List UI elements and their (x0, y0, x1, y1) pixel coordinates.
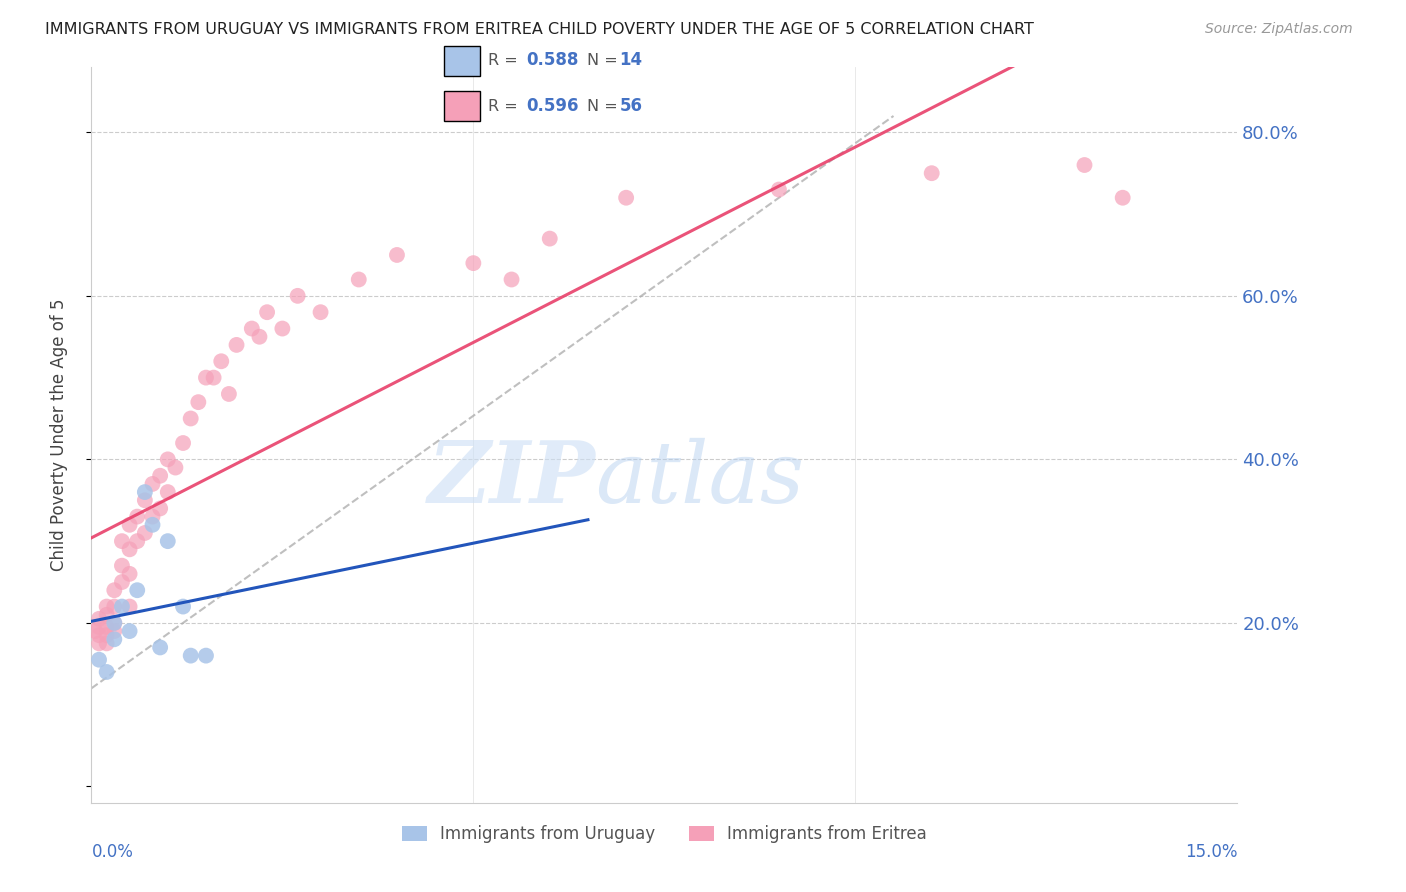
Point (194, 648, 217, 663)
Point (118, 517, 141, 532)
Text: ZIP: ZIP (427, 437, 596, 521)
Text: R =: R = (488, 99, 523, 113)
Point (87, 636, 110, 650)
Point (347, 272, 370, 286)
Text: N =: N = (586, 53, 623, 68)
Point (96, 628, 118, 642)
Point (172, 599, 194, 614)
Text: 56: 56 (620, 97, 643, 115)
Point (134, 525, 156, 540)
Point (768, 182, 790, 196)
Point (1111, 191, 1133, 205)
Point (84, 624, 107, 639)
Point (225, 338, 247, 352)
Point (103, 583, 125, 598)
Legend: Immigrants from Uruguay, Immigrants from Eritrea: Immigrants from Uruguay, Immigrants from… (395, 818, 934, 850)
Point (141, 517, 163, 532)
Point (463, 256, 485, 270)
Point (111, 534, 134, 549)
Point (134, 485, 156, 500)
Text: R =: R = (488, 53, 523, 68)
Point (103, 624, 125, 639)
Point (141, 476, 163, 491)
Point (165, 460, 187, 475)
Text: IMMIGRANTS FROM URUGUAY VS IMMIGRANTS FROM ERITREA CHILD POVERTY UNDER THE AGE O: IMMIGRANTS FROM URUGUAY VS IMMIGRANTS FR… (45, 22, 1033, 37)
Text: atlas: atlas (596, 438, 804, 520)
Point (96, 665, 118, 679)
Point (538, 231, 561, 245)
Point (118, 566, 141, 581)
Point (202, 370, 225, 384)
Point (103, 615, 125, 630)
Point (134, 493, 156, 508)
Point (218, 387, 240, 401)
Text: Source: ZipAtlas.com: Source: ZipAtlas.com (1205, 22, 1353, 37)
Point (118, 624, 141, 639)
Point (156, 534, 179, 549)
Point (287, 289, 309, 303)
Point (111, 574, 134, 589)
Point (149, 468, 172, 483)
Point (103, 632, 125, 647)
Point (180, 411, 202, 425)
Point (309, 305, 332, 319)
Point (1073, 158, 1095, 172)
Text: 0.0%: 0.0% (91, 843, 134, 862)
Point (127, 509, 149, 524)
Point (127, 534, 149, 549)
Point (87, 653, 110, 667)
Point (240, 321, 263, 335)
Point (180, 648, 202, 663)
Point (187, 395, 209, 409)
Point (87, 620, 110, 634)
Text: 15.0%: 15.0% (1185, 843, 1237, 862)
Point (87, 628, 110, 642)
Point (172, 436, 194, 450)
Point (156, 485, 179, 500)
Point (96, 607, 118, 622)
Point (103, 615, 125, 630)
Point (141, 509, 163, 524)
Point (209, 354, 232, 368)
FancyBboxPatch shape (444, 45, 479, 77)
Point (96, 599, 118, 614)
Point (921, 166, 943, 180)
Point (118, 542, 141, 557)
Point (614, 191, 637, 205)
Point (385, 248, 408, 262)
Text: 14: 14 (620, 52, 643, 70)
Point (249, 329, 271, 343)
Point (96, 636, 118, 650)
Text: 0.588: 0.588 (526, 52, 579, 70)
FancyBboxPatch shape (444, 91, 479, 121)
Point (156, 452, 179, 467)
Point (111, 599, 134, 614)
Text: N =: N = (586, 99, 623, 113)
Point (96, 620, 118, 634)
Point (118, 599, 141, 614)
Point (271, 321, 294, 335)
Y-axis label: Child Poverty Under the Age of 5: Child Poverty Under the Age of 5 (49, 299, 67, 571)
Point (149, 640, 172, 655)
Text: 0.596: 0.596 (526, 97, 579, 115)
Point (194, 370, 217, 384)
Point (111, 558, 134, 573)
Point (256, 305, 278, 319)
Point (127, 583, 149, 598)
Point (103, 599, 125, 614)
Point (149, 501, 172, 516)
Point (501, 272, 523, 286)
Point (87, 612, 110, 626)
